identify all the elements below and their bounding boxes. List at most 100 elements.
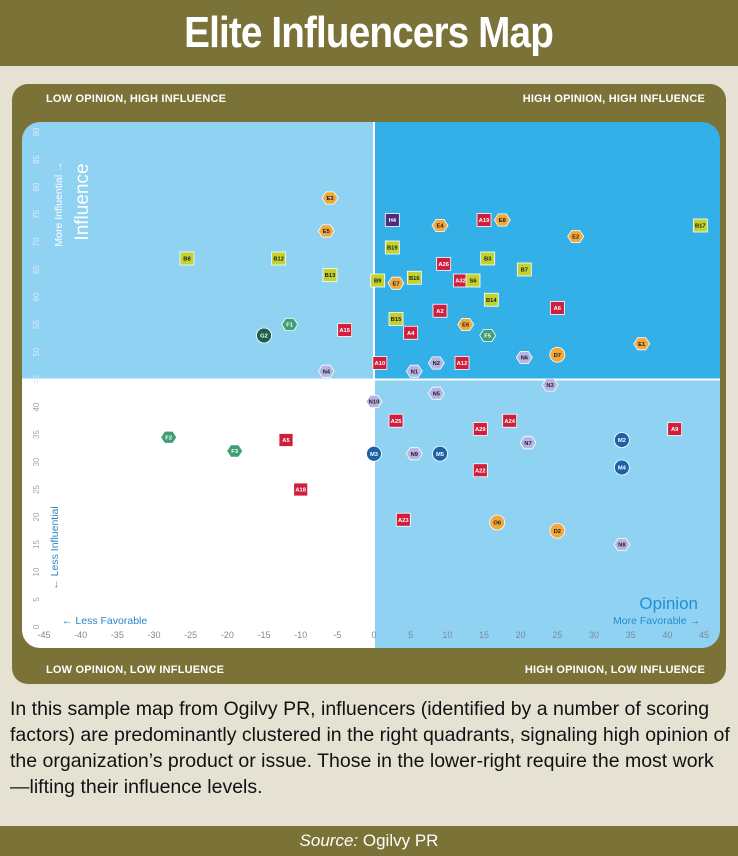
point-marker-s6 (465, 273, 481, 288)
quadrant-lower-right (374, 379, 720, 648)
point-marker-f3 (226, 444, 244, 458)
y-tick-label: 25 (32, 485, 41, 494)
x-tick-label: 15 (479, 630, 489, 640)
y-axis-title: Influence (72, 163, 93, 240)
point-marker-n2 (427, 356, 445, 370)
y-tick-label: 50 (32, 347, 41, 356)
point-marker-f2 (160, 430, 178, 444)
y-tick-label: 45 (32, 375, 41, 384)
y-tick-label: 70 (32, 237, 41, 246)
point-marker-a29 (472, 422, 488, 436)
point-marker-b8 (179, 251, 195, 266)
point-label-a32: A32 (455, 279, 466, 285)
point-label-b7: B7 (521, 268, 528, 274)
point-marker-n5 (427, 386, 445, 400)
x-tick-label: 5 (408, 630, 413, 640)
y-tick-label: 40 (32, 402, 41, 411)
quadrant-label-top-left: LOW OPINION, HIGH INFLUENCE (46, 93, 227, 105)
point-marker-m4 (613, 459, 630, 476)
y-axis-top-label: More Influential → (53, 161, 65, 246)
y-tick-label: 5 (32, 597, 41, 602)
point-label-a29: A29 (475, 427, 486, 433)
point-label-a10: A10 (375, 361, 386, 367)
point-label-m4: M4 (618, 466, 627, 472)
source-bar: Source: Ogilvy PR (0, 826, 738, 856)
point-marker-h4 (384, 213, 400, 227)
scatter-chart: -45 -40 -35 -30 -25 -20 -15 -10 -5 0 5 10 15 20 25 30 35… (22, 122, 720, 648)
quadrant-label-bottom-right: HIGH OPINION, LOW INFLUENCE (524, 664, 705, 676)
point-label-s6: S6 (469, 279, 477, 285)
x-tick-label: 20 (516, 630, 526, 640)
point-marker-a5 (278, 433, 294, 447)
point-label-n6: N6 (521, 356, 529, 362)
y-tick-label: 30 (32, 457, 41, 466)
point-marker-a4 (403, 325, 419, 340)
point-label-f5: F5 (484, 334, 492, 340)
point-label-e6: E6 (462, 323, 470, 329)
point-label-a22: A22 (475, 468, 486, 474)
y-tick-label: 0 (32, 624, 41, 629)
x-tick-label: -35 (111, 630, 124, 640)
point-marker-a24 (502, 413, 518, 428)
caption-text: In this sample map from Ogilvy PR, influ… (10, 698, 730, 798)
y-tick-label: 20 (32, 512, 41, 521)
point-label-b14: B14 (486, 298, 497, 304)
quadrant-label-top-right: HIGH OPINION, HIGH INFLUENCE (522, 93, 705, 105)
point-label-a25: A25 (391, 419, 402, 425)
point-marker-a10 (372, 356, 388, 370)
y-tick-label: 80 (32, 182, 41, 191)
x-tick-label: -25 (184, 630, 197, 640)
x-tick-label: -10 (294, 630, 307, 640)
point-marker-e3 (321, 191, 339, 205)
point-label-a19: A19 (479, 218, 490, 224)
x-tick-label: -40 (74, 630, 87, 640)
point-label-n1: N1 (411, 369, 419, 375)
point-marker-a6 (549, 301, 565, 315)
x-tick-label: 30 (589, 630, 599, 640)
point-marker-b13 (322, 268, 338, 282)
point-marker-d2 (549, 522, 566, 539)
y-tick-label: 15 (32, 540, 41, 549)
point-label-a6: A6 (554, 306, 562, 312)
point-label-e7: E7 (392, 281, 399, 287)
point-marker-n7 (519, 436, 537, 450)
point-label-b19: B19 (387, 246, 398, 252)
point-marker-m3 (366, 445, 382, 462)
point-label-a24: A24 (504, 419, 515, 425)
y-tick-label: 35 (32, 430, 41, 439)
point-label-o6: O6 (493, 521, 502, 527)
point-marker-e2 (567, 230, 585, 243)
point-label-n3: N3 (546, 383, 554, 389)
x-tick-label: 0 (371, 630, 376, 640)
point-label-n7: N7 (524, 441, 531, 447)
point-marker-a26 (436, 257, 452, 271)
point-marker-e6 (457, 317, 475, 332)
point-label-h4: H4 (389, 218, 397, 224)
point-label-e4: E4 (436, 224, 444, 230)
point-marker-n3 (541, 378, 559, 392)
point-marker-e4 (431, 219, 449, 232)
point-label-a9: A9 (671, 427, 679, 433)
point-marker-a2 (432, 303, 448, 318)
point-label-a26: A26 (438, 262, 449, 268)
point-marker-b12 (271, 251, 287, 266)
quadrant-upper-left (22, 122, 374, 380)
point-label-e2: E2 (572, 235, 579, 241)
point-label-e5: E5 (323, 229, 331, 235)
y-axis-bottom-label: ← Less Influential (49, 506, 61, 589)
x-tick-label: -5 (333, 630, 341, 640)
x-axis-right-label: More Favorable → (613, 615, 700, 627)
point-marker-e1 (633, 337, 651, 351)
y-tick-label: 75 (32, 210, 41, 219)
x-tick-label: 40 (662, 630, 672, 640)
point-label-e1: E1 (638, 342, 646, 348)
quadrant-upper-right (374, 122, 720, 380)
point-label-b15: B15 (391, 317, 402, 323)
point-marker-b3 (480, 251, 496, 266)
point-marker-a12 (454, 356, 470, 370)
y-tick-label: 65 (32, 265, 41, 274)
y-tick-label: 55 (32, 320, 41, 329)
point-marker-b14 (483, 292, 499, 307)
point-label-b9: B9 (374, 279, 382, 285)
point-label-n2: N2 (433, 361, 440, 367)
